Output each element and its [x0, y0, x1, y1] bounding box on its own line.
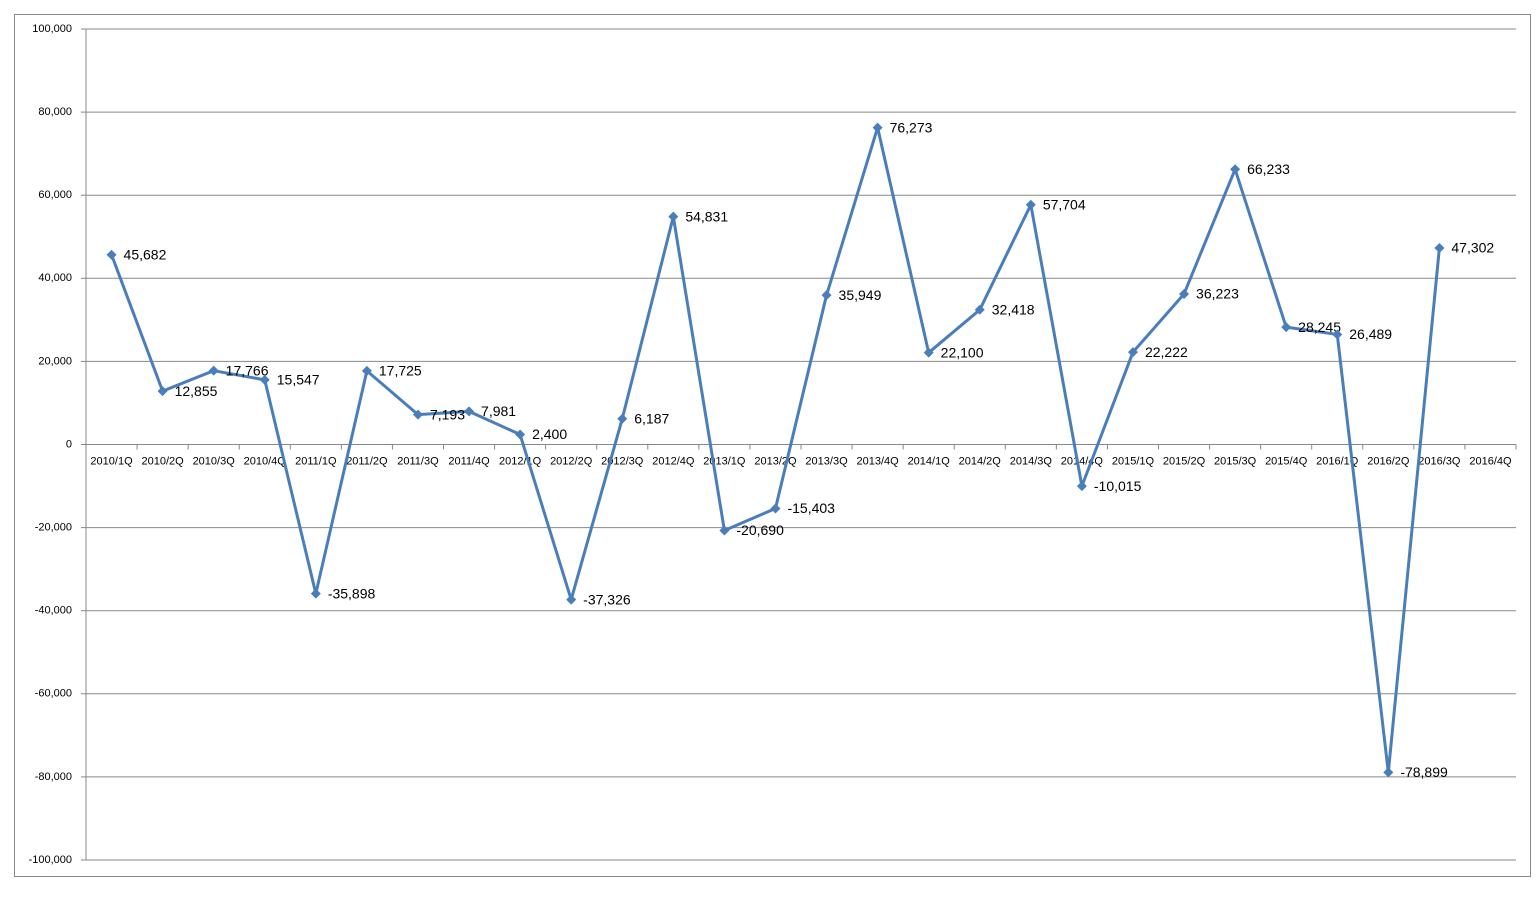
data-label: 17,766 [226, 362, 269, 378]
y-tick-label: -20,000 [35, 522, 72, 534]
chart-border [14, 14, 1531, 877]
data-label: 57,704 [1043, 196, 1086, 212]
data-point [106, 249, 117, 260]
data-label: 54,831 [685, 208, 728, 224]
data-label: 35,949 [839, 287, 882, 303]
data-point [1076, 481, 1087, 492]
x-tick-label: 2010/3Q [193, 455, 236, 467]
data-point [1025, 199, 1036, 210]
x-tick-label: 2016/2Q [1367, 455, 1410, 467]
y-tick-label: 20,000 [38, 355, 72, 367]
x-tick-label: 2011/4Q [448, 455, 490, 467]
x-tick-label: 2011/2Q [346, 455, 388, 467]
data-label: 76,273 [890, 119, 933, 135]
y-tick-label: 0 [66, 438, 72, 450]
x-tick-label: 2014/4Q [1061, 455, 1104, 467]
data-label: 17,725 [379, 363, 422, 379]
data-point [157, 386, 168, 397]
data-point [719, 525, 730, 536]
data-label: 32,418 [992, 302, 1035, 318]
x-tick-label: 2012/1Q [499, 455, 542, 467]
data-label: 12,855 [175, 383, 218, 399]
data-label: 2,400 [532, 426, 567, 442]
data-point [668, 211, 679, 222]
data-label: 45,682 [124, 246, 167, 262]
y-tick-label: 60,000 [38, 189, 72, 201]
data-point [617, 413, 628, 424]
data-label: 26,489 [1349, 326, 1392, 342]
data-point [412, 409, 423, 420]
x-tick-label: 2010/4Q [244, 455, 287, 467]
data-label: -35,898 [328, 585, 376, 601]
data-label: 7,981 [481, 403, 516, 419]
y-tick-label: 80,000 [38, 106, 72, 118]
x-tick-label: 2012/2Q [550, 455, 593, 467]
x-tick-label: 2011/1Q [295, 455, 337, 467]
x-tick-label: 2015/1Q [1112, 455, 1155, 467]
data-point [566, 594, 577, 605]
x-tick-label: 2010/2Q [142, 455, 185, 467]
data-label: 66,233 [1247, 161, 1290, 177]
data-label: -37,326 [583, 591, 631, 607]
data-point [1332, 329, 1343, 340]
y-tick-label: 100,000 [32, 23, 72, 35]
data-label: -15,403 [787, 500, 835, 516]
data-point [464, 406, 475, 417]
x-tick-label: 2014/3Q [1010, 455, 1053, 467]
data-point [1383, 767, 1394, 778]
x-tick-label: 2014/1Q [908, 455, 951, 467]
data-point [259, 374, 270, 385]
x-tick-label: 2014/2Q [959, 455, 1002, 467]
x-tick-label: 2015/4Q [1265, 455, 1308, 467]
data-label: 47,302 [1451, 240, 1494, 256]
data-label: -78,899 [1400, 764, 1448, 780]
data-label: 28,245 [1298, 319, 1341, 335]
data-label: 22,222 [1145, 344, 1188, 360]
data-label: -20,690 [736, 522, 784, 538]
y-tick-label: -100,000 [29, 854, 72, 866]
y-tick-label: -80,000 [35, 771, 72, 783]
data-point [515, 429, 526, 440]
data-point [923, 347, 934, 358]
x-tick-label: 2013/2Q [754, 455, 797, 467]
x-tick-label: 2013/4Q [857, 455, 900, 467]
data-point [361, 365, 372, 376]
data-point [208, 365, 219, 376]
data-label: 36,223 [1196, 286, 1239, 302]
data-label: 22,100 [941, 344, 984, 360]
data-label: 15,547 [277, 372, 320, 388]
data-point [1230, 164, 1241, 175]
data-point [1434, 242, 1445, 253]
x-tick-label: 2012/4Q [652, 455, 695, 467]
data-point [310, 588, 321, 599]
data-point [1127, 347, 1138, 358]
x-tick-label: 2015/2Q [1163, 455, 1206, 467]
x-tick-label: 2016/1Q [1316, 455, 1359, 467]
x-tick-label: 2015/3Q [1214, 455, 1257, 467]
data-point [1281, 322, 1292, 333]
x-tick-label: 2010/1Q [90, 455, 133, 467]
data-label: 7,193 [430, 406, 465, 422]
data-label: -10,015 [1094, 478, 1142, 494]
x-tick-label: 2016/3Q [1418, 455, 1461, 467]
x-tick-label: 2011/3Q [397, 455, 439, 467]
x-tick-label: 2013/3Q [805, 455, 848, 467]
data-point [770, 503, 781, 514]
data-point [872, 122, 883, 133]
x-tick-label: 2013/1Q [703, 455, 746, 467]
data-point [821, 290, 832, 301]
x-tick-label: 2016/4Q [1469, 455, 1512, 467]
y-tick-label: -60,000 [35, 688, 72, 700]
y-tick-label: 40,000 [38, 272, 72, 284]
data-point [974, 304, 985, 315]
data-point [1179, 288, 1190, 299]
y-tick-label: -40,000 [35, 605, 72, 617]
data-label: 6,187 [634, 410, 669, 426]
